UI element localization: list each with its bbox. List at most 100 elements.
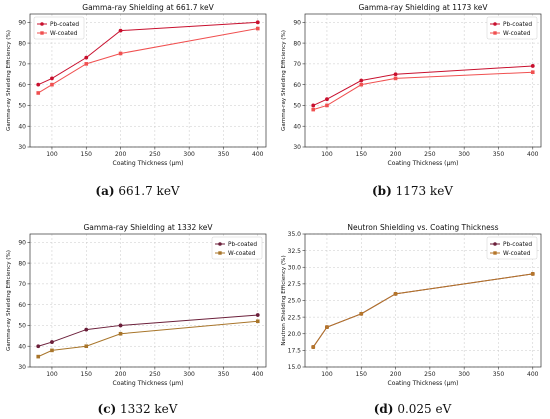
caption-b: (b) 1173 keV	[275, 184, 550, 198]
x-tick-label: 300	[183, 371, 195, 378]
y-tick-label: 90	[18, 240, 26, 247]
y-tick-label: 50	[18, 323, 26, 330]
y-tick-label: 70	[293, 61, 301, 68]
legend-marker	[218, 242, 222, 246]
y-tick-label: 40	[18, 123, 26, 130]
data-point	[118, 331, 123, 336]
y-tick-label: 80	[18, 40, 26, 47]
legend-label: W-coated	[228, 251, 256, 257]
caption-text: 661.7 keV	[118, 184, 180, 198]
x-tick-label: 100	[46, 371, 58, 378]
x-axis-label: Coating Thickness (µm)	[113, 380, 184, 387]
chart-neutron: Neutron Shielding vs. Coating Thickness 1…	[281, 223, 542, 387]
caption-letter: (d)	[373, 402, 394, 416]
legend-label: Pb-coated	[228, 242, 257, 248]
data-point	[84, 55, 89, 60]
series-line	[38, 320, 258, 358]
x-tick-label: 100	[46, 151, 58, 158]
y-tick-label: 40	[293, 123, 301, 130]
y-axis-label: Gamma-ray Shielding Efficiency (%)	[6, 250, 12, 351]
data-point	[311, 103, 316, 108]
y-tick-label: 50	[18, 103, 26, 110]
y-axis-label: Neutron Shielding Efficiency (%)	[281, 255, 287, 345]
data-point	[118, 28, 123, 33]
data-point	[325, 97, 329, 102]
caption-d: (d) 0.025 eV	[275, 402, 550, 416]
legend-marker	[493, 22, 497, 26]
data-point	[36, 344, 41, 349]
caption-letter: (c)	[97, 402, 117, 416]
x-tick-label: 300	[458, 151, 470, 158]
y-tick-label: 70	[18, 281, 26, 288]
caption-text: 1332 keV	[120, 402, 178, 416]
x-axis-label: Coating Thickness (µm)	[388, 160, 459, 167]
chart-1332-kev: Gamma-ray Shielding at 1332 keV 30 40 50 60 7…	[6, 223, 267, 387]
chart-title: Gamma-ray Shielding at 661.7 keV	[82, 3, 214, 12]
data-point	[311, 345, 316, 349]
x-tick-label: 250	[424, 371, 436, 378]
caption-letter: (a)	[95, 184, 115, 198]
x-tick-label: 200	[115, 371, 127, 378]
x-tick-label: 250	[149, 151, 161, 158]
data-point	[530, 70, 535, 74]
data-point	[359, 312, 364, 316]
x-axis-label: Coating Thickness (µm)	[113, 160, 184, 167]
x-tick-label: 150	[81, 371, 93, 378]
plot-frame	[29, 13, 267, 148]
x-tick-label: 300	[458, 371, 470, 378]
y-tick-label: 90	[18, 20, 26, 27]
caption-letter: (b)	[372, 184, 392, 198]
plot-frame	[29, 233, 267, 368]
y-axis-label: Gamma-ray Shielding Efficiency (%)	[281, 30, 287, 131]
legend-label: W-coated	[503, 251, 531, 257]
legend-label: Pb-coated	[503, 242, 532, 248]
y-tick-label: 60	[293, 82, 301, 89]
data-point	[84, 327, 89, 332]
x-tick-label: 400	[252, 371, 264, 378]
data-point	[118, 323, 123, 328]
x-tick-label: 350	[218, 371, 230, 378]
legend-label: W-coated	[503, 31, 531, 37]
x-tick-label: 300	[183, 151, 195, 158]
data-point	[325, 325, 329, 329]
x-tick-label: 150	[356, 371, 368, 378]
x-tick-label: 250	[149, 371, 161, 378]
y-tick-label: 60	[18, 302, 26, 309]
caption-a: (a) 661.7 keV	[0, 184, 275, 198]
y-tick-label: 25.0	[288, 298, 302, 305]
y-tick-label: 30	[18, 364, 26, 371]
y-tick-label: 15.0	[288, 364, 302, 371]
legend-label: Pb-coated	[50, 22, 79, 28]
data-point	[311, 107, 316, 112]
data-point	[359, 82, 364, 87]
data-point	[530, 272, 535, 276]
data-point	[325, 103, 329, 108]
x-tick-label: 150	[81, 151, 93, 158]
y-tick-label: 60	[18, 82, 26, 89]
y-tick-label: 20.0	[288, 331, 302, 338]
data-point	[50, 348, 54, 353]
chart-title: Neutron Shielding vs. Coating Thickness	[347, 223, 498, 232]
data-point	[50, 340, 54, 344]
data-point	[393, 72, 398, 77]
x-tick-label: 200	[390, 151, 402, 158]
caption-text: 0.025 eV	[397, 402, 452, 416]
legend-marker	[493, 31, 497, 35]
data-point	[36, 91, 41, 95]
x-tick-label: 350	[218, 151, 230, 158]
y-axis-label: Gamma-ray Shielding Efficiency (%)	[6, 30, 12, 131]
data-point	[255, 20, 260, 25]
y-tick-label: 80	[293, 40, 301, 47]
data-point	[36, 354, 41, 359]
y-tick-label: 40	[18, 343, 26, 350]
data-point	[530, 64, 535, 68]
data-point	[255, 26, 260, 31]
x-tick-label: 250	[424, 151, 436, 158]
plot-frame	[304, 13, 542, 148]
data-point	[84, 344, 89, 349]
data-point	[393, 76, 398, 81]
series-line	[313, 71, 533, 111]
x-tick-label: 400	[527, 371, 539, 378]
x-tick-label: 400	[527, 151, 539, 158]
